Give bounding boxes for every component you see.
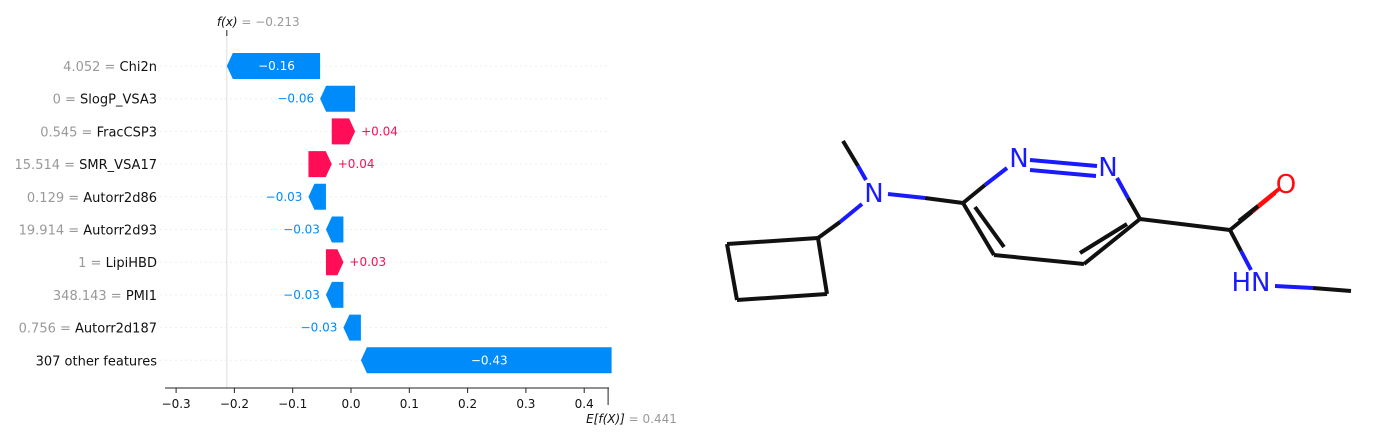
x-tick-label: 0.4 <box>575 397 594 411</box>
x-axis: −0.3 −0.2 −0.1 0.0 0.1 0.2 0.3 0.4 <box>162 30 609 411</box>
waterfall-bar <box>360 347 612 374</box>
bar-value-label: −0.03 <box>283 288 320 302</box>
atom-labels: N N N O HN <box>864 144 1296 298</box>
feature-label: 307 other features <box>36 354 158 369</box>
x-tick-label: −0.3 <box>162 397 191 411</box>
bar-value-label: −0.03 <box>283 223 320 237</box>
fx-annotation: f(x) = −0.213 <box>217 15 300 29</box>
feature-value: 15.514 = <box>15 158 80 173</box>
atom-label-ring-n2: N <box>1098 153 1117 183</box>
waterfall-bar <box>325 281 344 308</box>
feature-value: 0.756 = <box>19 322 75 337</box>
feature-label: 0.756 = Autorr2d187 <box>19 322 157 337</box>
feature-name: 307 other features <box>36 354 158 369</box>
waterfall-bar <box>308 183 326 210</box>
x-tick-label: −0.1 <box>278 397 307 411</box>
feature-label: 1 = LipiHBD <box>78 256 157 271</box>
x-tick-label: 0.2 <box>458 397 477 411</box>
feature-value: 1 = <box>78 256 105 271</box>
waterfall-bar <box>343 314 361 341</box>
feature-name: Autorr2d86 <box>83 191 157 206</box>
bar-value-label: −0.03 <box>301 321 338 335</box>
feature-labels: 4.052 = Chi2n 0 = SlogP_VSA3 0.545 = FracC… <box>15 60 158 369</box>
waterfall-bar <box>325 216 344 243</box>
bar-value-label: −0.16 <box>258 59 295 73</box>
feature-value: 0 = <box>53 93 80 108</box>
atom-label-ring-n1: N <box>1009 144 1028 174</box>
x-tick-label: 0.3 <box>516 397 535 411</box>
feature-value: 19.914 = <box>19 224 84 239</box>
feature-label: 4.052 = Chi2n <box>63 60 157 75</box>
atom-label-amide-nh: HN <box>1232 268 1271 298</box>
feature-name: Autorr2d187 <box>75 322 157 337</box>
bar-value-label: −0.03 <box>266 190 303 204</box>
feature-value: 4.052 = <box>63 60 119 75</box>
bar-value-label: −0.06 <box>277 92 314 106</box>
bar-value-label: +0.03 <box>349 255 386 269</box>
expected-value-annotation: E[f(X)] = 0.441 <box>586 412 677 426</box>
feature-label: 0.129 = Autorr2d86 <box>27 191 157 206</box>
feature-value: 348.143 = <box>53 289 126 304</box>
feature-name: Chi2n <box>120 60 157 75</box>
bond-lines <box>725 139 1352 302</box>
waterfall-chart: −0.16 −0.06 +0.04 +0.04 −0.03 −0.03 +0.03 −0.03… <box>15 15 677 426</box>
waterfall-bar <box>308 151 332 178</box>
x-tick-label: −0.2 <box>220 397 249 411</box>
waterfall-bar <box>320 85 356 112</box>
waterfall-bar <box>226 53 321 79</box>
waterfall-bar <box>331 118 356 145</box>
feature-label: 0 = SlogP_VSA3 <box>53 93 157 108</box>
feature-value: 0.545 = <box>40 125 96 140</box>
feature-label: 19.914 = Autorr2d93 <box>19 224 157 239</box>
feature-label: 0.545 = FracCSP3 <box>40 125 157 140</box>
feature-value: 0.129 = <box>27 191 83 206</box>
feature-name: SMR_VSA17 <box>79 158 157 173</box>
feature-label: 348.143 = PMI1 <box>53 289 157 304</box>
x-tick-label: 0.1 <box>400 397 419 411</box>
bar-value-label: +0.04 <box>361 124 398 138</box>
feature-name: Autorr2d93 <box>83 224 157 239</box>
x-tick-label: 0.0 <box>341 397 360 411</box>
atom-label-oxygen: O <box>1276 170 1296 200</box>
feature-name: LipiHBD <box>106 256 157 271</box>
waterfall-bar <box>325 249 344 276</box>
feature-name: SlogP_VSA3 <box>80 93 157 108</box>
bar-value-label: −0.43 <box>471 353 508 367</box>
bar-value-label: +0.04 <box>338 157 375 171</box>
bars: −0.16 −0.06 +0.04 +0.04 −0.03 −0.03 +0.03 −0.03… <box>226 53 612 374</box>
feature-name: FracCSP3 <box>97 125 157 140</box>
atom-label-amine-n: N <box>864 179 883 209</box>
feature-name: PMI1 <box>126 289 157 304</box>
feature-label: 15.514 = SMR_VSA17 <box>15 158 157 173</box>
